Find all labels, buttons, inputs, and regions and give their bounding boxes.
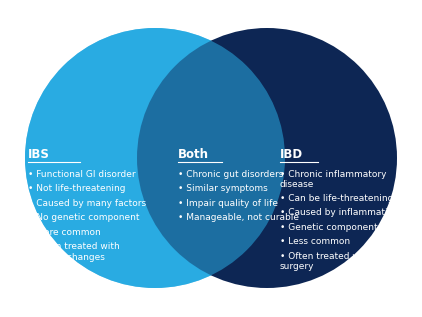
Text: • Caused by inflammation: • Caused by inflammation <box>280 208 399 217</box>
Text: • Impair quality of life: • Impair quality of life <box>178 198 278 208</box>
Text: • Manageable, not curable: • Manageable, not curable <box>178 213 299 222</box>
Text: Both: Both <box>178 148 209 161</box>
Text: • Often treated with
surgery: • Often treated with surgery <box>280 252 372 271</box>
Circle shape <box>25 28 285 288</box>
Text: • Functional GI disorder: • Functional GI disorder <box>28 170 135 178</box>
Text: • Genetic component: • Genetic component <box>280 223 378 232</box>
Circle shape <box>25 28 285 288</box>
Text: • Not life-threatening: • Not life-threatening <box>28 184 125 193</box>
Text: • Can be life-threatening: • Can be life-threatening <box>280 194 393 203</box>
Text: • Caused by many factors: • Caused by many factors <box>28 198 146 208</box>
Text: • Similar symptoms: • Similar symptoms <box>178 184 268 193</box>
Text: IBD: IBD <box>280 148 303 161</box>
Text: • Chronic inflammatory
disease: • Chronic inflammatory disease <box>280 170 387 189</box>
Text: IBS: IBS <box>28 148 50 161</box>
Text: • No genetic component: • No genetic component <box>28 213 140 222</box>
Text: • Less common: • Less common <box>280 237 350 246</box>
Text: • More common: • More common <box>28 228 101 236</box>
Text: • Chronic gut disorders: • Chronic gut disorders <box>178 170 284 178</box>
Text: • Often treated with
lifestyle changes: • Often treated with lifestyle changes <box>28 242 120 262</box>
Circle shape <box>137 28 397 288</box>
